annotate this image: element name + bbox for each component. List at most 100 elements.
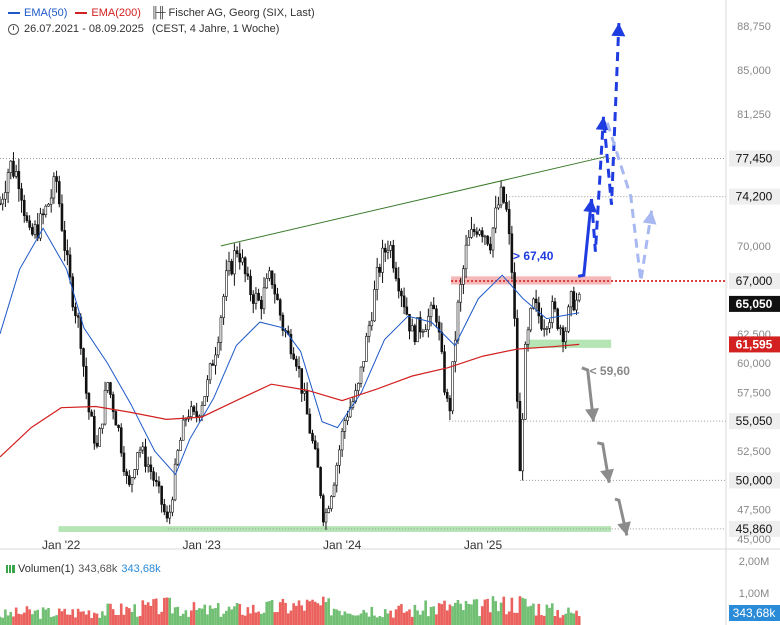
volume-bar — [87, 610, 91, 625]
candle-body — [214, 354, 217, 366]
volume-bar — [125, 606, 128, 625]
candle-body — [321, 495, 325, 523]
candle-body — [160, 485, 163, 505]
candle-body — [330, 496, 333, 509]
volume-bar — [464, 601, 468, 625]
ema200-swatch — [75, 12, 88, 14]
volume-bar — [545, 604, 549, 625]
legend-period: 26.07.2021 - 08.09.2025 — [24, 23, 144, 35]
volume-icon — [6, 565, 15, 573]
candle-body — [222, 296, 225, 318]
x-tick-label: Jan '23 — [183, 538, 222, 552]
volume-bar — [467, 603, 471, 625]
volume-bar — [305, 599, 309, 625]
candlestick-icon: ╟╫ — [150, 7, 166, 19]
legend-ema50[interactable]: EMA(50) — [24, 7, 68, 19]
price-tick-label: 50,000 — [736, 473, 773, 487]
volume-bar — [189, 610, 193, 625]
volume-bar — [195, 609, 198, 625]
volume-bar — [90, 618, 93, 625]
candle-body — [149, 464, 153, 472]
candle-body — [292, 353, 295, 360]
volume-bar — [33, 610, 37, 625]
candle-body — [249, 275, 252, 295]
candle-body — [200, 405, 204, 417]
volume-bar — [114, 614, 118, 625]
candle-body — [324, 512, 328, 523]
candle-body — [569, 291, 573, 308]
bull-mid-arrow-icon — [595, 116, 610, 131]
volume-bar — [57, 608, 61, 625]
candle-body — [133, 469, 137, 479]
volume-bar — [556, 610, 559, 625]
volume-bar — [515, 612, 519, 625]
volume-bar — [483, 599, 487, 625]
volume-bar — [249, 613, 252, 625]
candle-body — [513, 272, 516, 319]
bear-scenario-segment — [596, 441, 611, 483]
price-tag-61,595 — [729, 336, 780, 353]
candle-body — [300, 368, 304, 394]
volume-bar — [526, 606, 530, 625]
volume-bar — [79, 611, 83, 625]
candle-body — [141, 446, 145, 451]
volume-bar — [357, 615, 360, 625]
candle-body — [529, 307, 533, 331]
volume-bar — [453, 602, 457, 625]
candle-body — [478, 230, 481, 235]
volume-label[interactable]: Volumen(1) — [18, 563, 75, 575]
volume-bar — [443, 600, 446, 625]
volume-bar — [39, 618, 42, 625]
volume-bar — [440, 604, 444, 625]
legend-timezone: (CEST, 4 Jahre, 1 Woche) — [151, 23, 280, 35]
candle-body — [31, 227, 34, 235]
volume-bar — [435, 614, 438, 625]
volume-bar — [507, 611, 511, 625]
candles — [0, 152, 581, 530]
level-tag-74,200 — [729, 188, 780, 205]
volume-bar — [55, 615, 58, 625]
legend-ema200[interactable]: EMA(200) — [91, 7, 141, 19]
volume-bar — [532, 603, 535, 625]
volume-bar — [359, 613, 363, 625]
volume-bar — [168, 597, 172, 625]
volume-bar — [550, 603, 554, 625]
volume-bar — [470, 604, 473, 625]
candle-body — [14, 171, 18, 177]
price-tick-label: 60,000 — [737, 358, 771, 370]
volume-bar — [343, 611, 347, 625]
level-tag-67,000 — [729, 273, 780, 290]
volume-bar — [297, 600, 301, 625]
candle-body — [25, 215, 29, 222]
volume-bar — [238, 604, 242, 625]
volume-bar — [36, 609, 40, 625]
volume-bar — [98, 617, 101, 625]
candle-body — [510, 233, 514, 273]
candle-body — [451, 361, 454, 412]
volume-bar — [346, 613, 349, 625]
volume-bar — [378, 615, 382, 625]
ema50-line — [0, 227, 580, 476]
volume-bar — [413, 604, 417, 625]
volume-bar — [222, 613, 225, 625]
candle-body — [128, 475, 131, 485]
candle-body — [386, 250, 390, 253]
volume-bar — [295, 605, 298, 625]
volume-bar — [561, 615, 565, 625]
candle-body — [6, 172, 10, 193]
candle-body — [157, 481, 161, 487]
candle-body — [125, 471, 128, 476]
volume-bar — [63, 608, 66, 625]
candle-body — [297, 366, 301, 369]
candle-body — [575, 299, 578, 311]
candle-body — [432, 304, 436, 310]
candle-body — [74, 306, 77, 316]
volume-bar — [184, 610, 188, 625]
volume-bar — [76, 608, 80, 625]
candle-body — [305, 390, 309, 415]
candle-body — [146, 464, 150, 467]
price-tag-65,050 — [729, 295, 780, 312]
volume-bar — [95, 613, 99, 625]
candle-body — [392, 245, 395, 269]
bull-alt-scenario-path — [605, 122, 654, 282]
